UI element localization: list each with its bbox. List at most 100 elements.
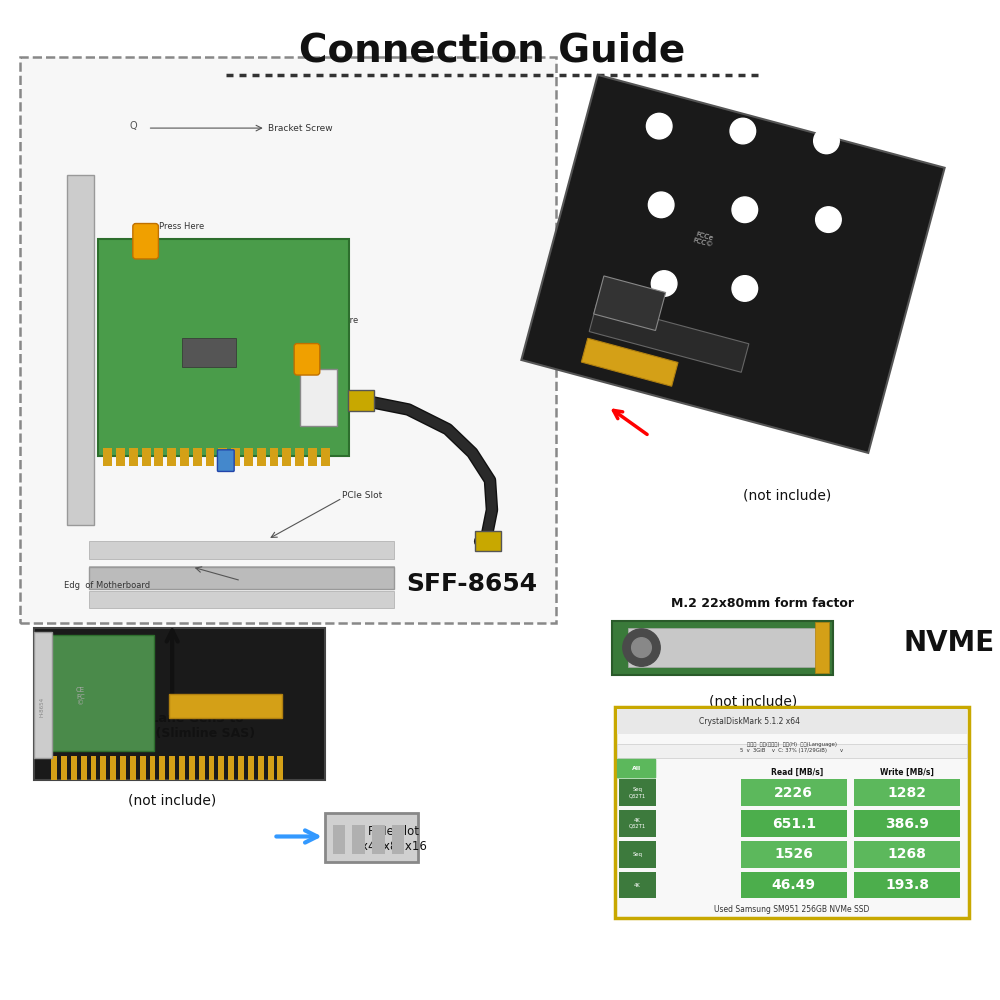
FancyBboxPatch shape: [628, 628, 820, 667]
FancyBboxPatch shape: [348, 390, 374, 411]
Bar: [116, 448, 125, 466]
FancyBboxPatch shape: [854, 810, 960, 837]
FancyBboxPatch shape: [612, 621, 833, 675]
Text: Write [MB/s]: Write [MB/s]: [880, 768, 934, 777]
FancyBboxPatch shape: [217, 450, 234, 471]
FancyBboxPatch shape: [36, 635, 154, 751]
FancyBboxPatch shape: [67, 175, 94, 525]
Text: 193.8: 193.8: [885, 878, 929, 892]
FancyBboxPatch shape: [741, 810, 847, 837]
Polygon shape: [521, 75, 945, 453]
Bar: [130, 756, 136, 780]
FancyBboxPatch shape: [34, 628, 325, 780]
Bar: [140, 756, 146, 780]
Text: Press Here: Press Here: [159, 222, 205, 231]
FancyBboxPatch shape: [741, 779, 847, 806]
Bar: [180, 448, 189, 466]
Bar: [244, 448, 253, 466]
Bar: [372, 825, 385, 854]
Text: CE
FC
©: CE FC ©: [76, 687, 85, 707]
FancyBboxPatch shape: [20, 57, 556, 623]
Circle shape: [732, 197, 758, 223]
Bar: [81, 756, 87, 780]
FancyBboxPatch shape: [854, 872, 960, 898]
Bar: [61, 756, 67, 780]
Bar: [199, 756, 205, 780]
Bar: [150, 756, 155, 780]
Bar: [100, 756, 106, 780]
Bar: [189, 756, 195, 780]
Text: PCIe slot
x4, x8, x16: PCIe slot x4, x8, x16: [361, 825, 426, 853]
Bar: [257, 448, 266, 466]
Polygon shape: [594, 276, 666, 331]
FancyBboxPatch shape: [89, 566, 394, 584]
Bar: [103, 448, 112, 466]
Text: (not include): (not include): [128, 793, 216, 807]
Bar: [209, 756, 214, 780]
Text: All: All: [632, 766, 641, 771]
Bar: [352, 825, 365, 854]
Bar: [142, 448, 151, 466]
Bar: [154, 448, 163, 466]
Text: 4K
Q32T1: 4K Q32T1: [629, 818, 646, 829]
Bar: [308, 448, 317, 466]
FancyBboxPatch shape: [619, 841, 656, 868]
Text: 樣棘力  設定(ツール)  設定(H)  言語(Language): 樣棘力 設定(ツール) 設定(H) 言語(Language): [747, 742, 837, 747]
Bar: [238, 756, 244, 780]
FancyBboxPatch shape: [854, 841, 960, 868]
Text: FCCe
FCC©: FCCe FCC©: [692, 230, 715, 248]
Bar: [268, 756, 274, 780]
FancyBboxPatch shape: [617, 709, 967, 734]
Bar: [295, 448, 304, 466]
Circle shape: [632, 638, 651, 657]
FancyBboxPatch shape: [741, 841, 847, 868]
Bar: [71, 756, 77, 780]
Bar: [218, 756, 224, 780]
FancyBboxPatch shape: [325, 813, 418, 862]
Text: M.2 22x80mm form factor: M.2 22x80mm form factor: [671, 597, 854, 610]
FancyBboxPatch shape: [169, 694, 282, 718]
Text: 651.1: 651.1: [772, 817, 816, 831]
Circle shape: [816, 207, 841, 232]
FancyBboxPatch shape: [98, 239, 349, 456]
Polygon shape: [581, 338, 678, 386]
Bar: [218, 448, 227, 466]
FancyBboxPatch shape: [182, 338, 236, 367]
Bar: [129, 448, 138, 466]
Circle shape: [646, 113, 672, 139]
Bar: [169, 756, 175, 780]
Bar: [193, 448, 202, 466]
Circle shape: [730, 118, 756, 144]
Circle shape: [651, 271, 677, 296]
FancyBboxPatch shape: [294, 344, 320, 375]
Bar: [333, 825, 345, 854]
Text: Q: Q: [129, 121, 137, 131]
FancyBboxPatch shape: [619, 872, 656, 898]
Text: Bracket Screw: Bracket Screw: [268, 124, 332, 133]
Text: Press Here: Press Here: [313, 316, 358, 325]
FancyBboxPatch shape: [89, 591, 394, 608]
FancyBboxPatch shape: [34, 632, 52, 758]
FancyBboxPatch shape: [300, 369, 337, 426]
Bar: [228, 756, 234, 780]
FancyBboxPatch shape: [815, 622, 829, 673]
Circle shape: [814, 128, 839, 154]
Bar: [282, 448, 291, 466]
Text: 2226: 2226: [774, 786, 813, 800]
Text: 386.9: 386.9: [885, 817, 929, 831]
Bar: [321, 448, 330, 466]
FancyBboxPatch shape: [617, 744, 967, 758]
Text: 5  v  3GiB    v  C: 37% (17/29GiB)        v: 5 v 3GiB v C: 37% (17/29GiB) v: [740, 748, 844, 753]
Text: 46.49: 46.49: [772, 878, 816, 892]
FancyBboxPatch shape: [741, 872, 847, 898]
Bar: [159, 756, 165, 780]
Text: Edg  of Motherboard: Edg of Motherboard: [64, 581, 150, 590]
FancyBboxPatch shape: [615, 707, 969, 918]
FancyBboxPatch shape: [89, 567, 394, 589]
Bar: [248, 756, 254, 780]
Text: PCIe Slot: PCIe Slot: [342, 491, 383, 500]
Text: NVME: NVME: [904, 629, 995, 657]
Text: SFF-8654: SFF-8654: [407, 572, 538, 596]
Text: 1282: 1282: [888, 786, 927, 800]
FancyBboxPatch shape: [475, 531, 501, 551]
